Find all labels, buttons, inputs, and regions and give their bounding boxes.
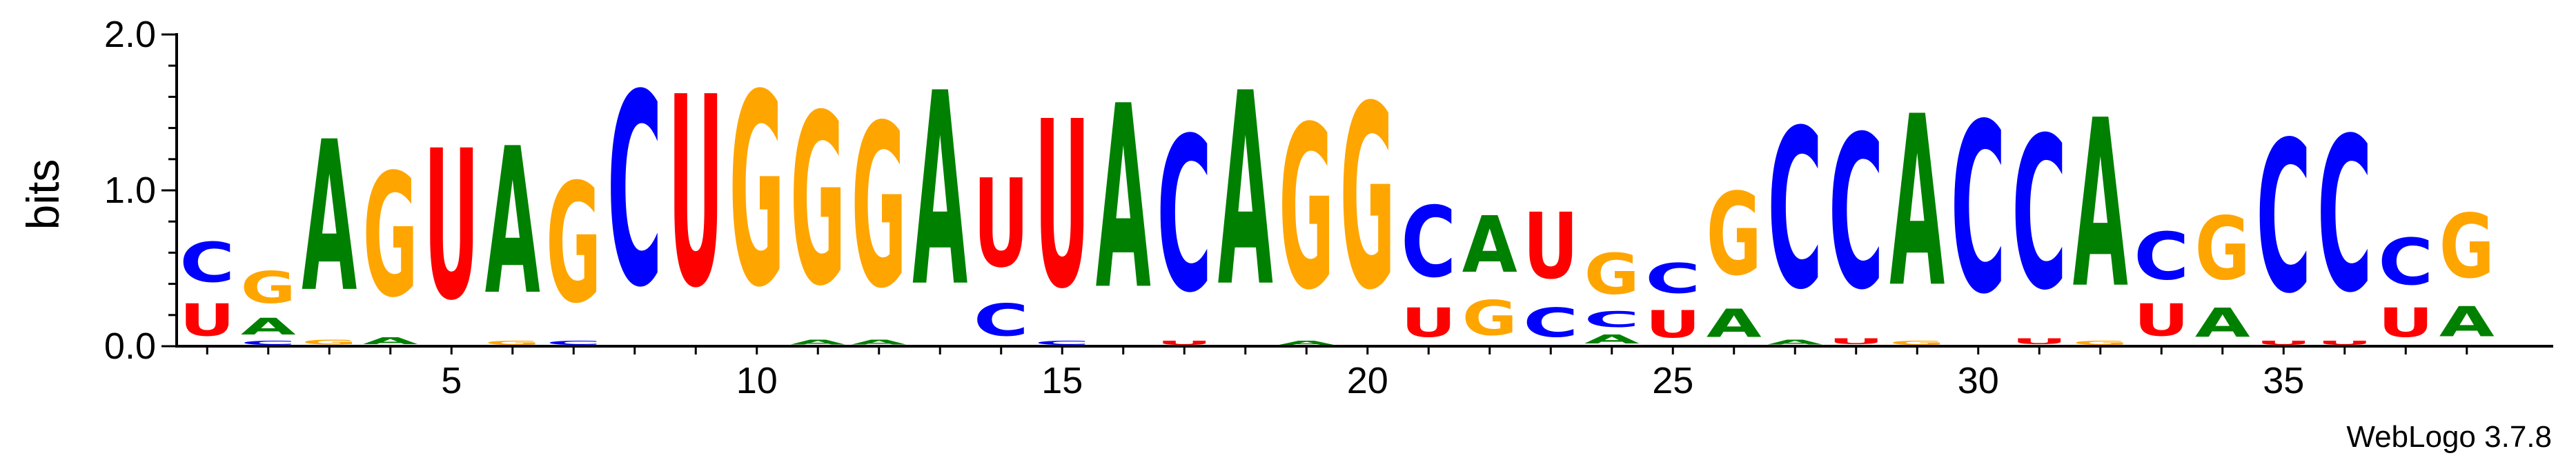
logo-letter-G-pos-3: G: [302, 339, 357, 346]
logo-letter-A-pos-29: A: [1889, 67, 1945, 339]
logo-letter-A-pos-3: A: [302, 97, 357, 338]
x-tick-label: 5: [441, 360, 462, 401]
logo-letter-G-pos-20: G: [1340, 53, 1395, 346]
logo-letter-A-pos-26: A: [1707, 301, 1762, 346]
logo-letter-G-pos-11: G: [790, 65, 845, 338]
logo-letter-C-pos-28: C: [1829, 92, 1884, 337]
logo-letter-C-pos-27: C: [1767, 83, 1822, 337]
logo-letter-G-pos-7: G: [546, 148, 601, 339]
logo-letter-G-pos-34: G: [2195, 199, 2250, 299]
logo-letter-C-pos-2: C: [241, 340, 296, 346]
logo-letter-U-pos-1: U: [179, 295, 235, 347]
x-tick-label: 20: [1347, 360, 1388, 401]
logo-letter-A-pos-32: A: [2073, 71, 2128, 339]
x-tick-label: 15: [1041, 360, 1083, 401]
logo-letter-U-pos-17: U: [1157, 340, 1212, 346]
logo-letter-A-pos-18: A: [1218, 38, 1274, 346]
logo-letter-U-pos-5: U: [424, 107, 479, 346]
logo-letter-U-pos-31: U: [2012, 337, 2067, 346]
logo-letter-U-pos-37: U: [2378, 300, 2433, 346]
footer-version-label: WebLogo 3.7.8: [2346, 420, 2552, 454]
x-tick-label: 10: [736, 360, 778, 401]
logo-letter-C-pos-7: C: [546, 340, 601, 346]
logo-letter-C-pos-1: C: [179, 232, 235, 294]
logo-letter-U-pos-9: U: [668, 42, 723, 346]
logo-letter-C-pos-33: C: [2134, 219, 2189, 295]
logo-letter-C-pos-15: C: [1034, 340, 1090, 346]
logo-letter-A-pos-24: A: [1584, 332, 1640, 346]
logo-letter-C-pos-25: C: [1645, 254, 1700, 303]
logo-letter-A-pos-38: A: [2439, 298, 2495, 346]
logo-letter-C-pos-37: C: [2378, 225, 2433, 299]
logo-letter-U-pos-15: U: [1034, 72, 1090, 339]
logo-letter-G-pos-6: G: [485, 340, 540, 346]
logo-letter-C-pos-17: C: [1157, 93, 1212, 339]
logo-letter-A-pos-11: A: [790, 339, 845, 346]
logo-letter-A-pos-12: A: [852, 339, 907, 346]
logo-letter-C-pos-31: C: [2012, 92, 2067, 337]
x-tick-label: 35: [2263, 360, 2304, 401]
logo-letter-G-pos-22: G: [1462, 290, 1517, 346]
x-tick-label: 30: [1958, 360, 1999, 401]
logo-letter-A-pos-16: A: [1096, 53, 1152, 346]
logo-letter-C-pos-30: C: [1951, 75, 2006, 346]
logo-letter-C-pos-21: C: [1401, 186, 1456, 299]
logo-letter-G-pos-24: G: [1584, 243, 1640, 308]
logo-letter-G-pos-4: G: [363, 139, 418, 335]
logo-letter-A-pos-22: A: [1462, 201, 1517, 290]
logo-letter-G-pos-26: G: [1707, 169, 1762, 301]
logo-letter-C-pos-35: C: [2256, 99, 2311, 340]
logo-letter-C-pos-14: C: [974, 295, 1029, 346]
logo-letter-U-pos-36: U: [2317, 340, 2372, 346]
y-tick-label: 0.0: [104, 326, 156, 367]
logo-letter-G-pos-38: G: [2439, 195, 2495, 297]
logo-letter-U-pos-14: U: [974, 153, 1029, 294]
y-axis-label: bits: [17, 159, 68, 230]
logo-letter-A-pos-6: A: [485, 105, 540, 339]
y-tick-label: 2.0: [104, 14, 156, 55]
logo-letter-C-pos-36: C: [2317, 93, 2372, 339]
logo-letter-G-pos-29: G: [1889, 340, 1945, 346]
logo-letter-A-pos-34: A: [2195, 299, 2250, 346]
logo-letter-C-pos-23: C: [1523, 299, 1578, 346]
logo-letter-G-pos-19: G: [1279, 79, 1334, 339]
x-tick-label: 25: [1652, 360, 1693, 401]
logo-letter-A-pos-27: A: [1767, 339, 1822, 346]
logo-letter-A-pos-19: A: [1279, 340, 1334, 346]
logo-letter-U-pos-33: U: [2134, 295, 2189, 347]
logo-letter-G-pos-12: G: [852, 77, 907, 338]
logo-letter-U-pos-23: U: [1523, 194, 1578, 300]
logo-letter-A-pos-13: A: [912, 38, 968, 346]
axes: 0.0 1.0 2.0 5 10 15 20 25 30 35: [104, 14, 2553, 401]
logo-letter-U-pos-28: U: [1829, 337, 1884, 346]
y-tick-label: 1.0: [104, 170, 156, 211]
logo-letter-A-pos-2: A: [241, 314, 296, 340]
logo-letter-U-pos-21: U: [1401, 300, 1456, 346]
logo-letter-G-pos-10: G: [729, 38, 785, 345]
logo-letter-U-pos-25: U: [1645, 303, 1700, 346]
logo-letter-C-pos-24: C: [1584, 308, 1640, 332]
logo-letter-C-pos-8: C: [607, 39, 662, 346]
logo-letter-U-pos-35: U: [2256, 340, 2311, 346]
logo-letter-G-pos-32: G: [2073, 340, 2128, 346]
logo-letter-G-pos-2: G: [241, 263, 296, 314]
logo-letter-A-pos-4: A: [363, 335, 418, 346]
